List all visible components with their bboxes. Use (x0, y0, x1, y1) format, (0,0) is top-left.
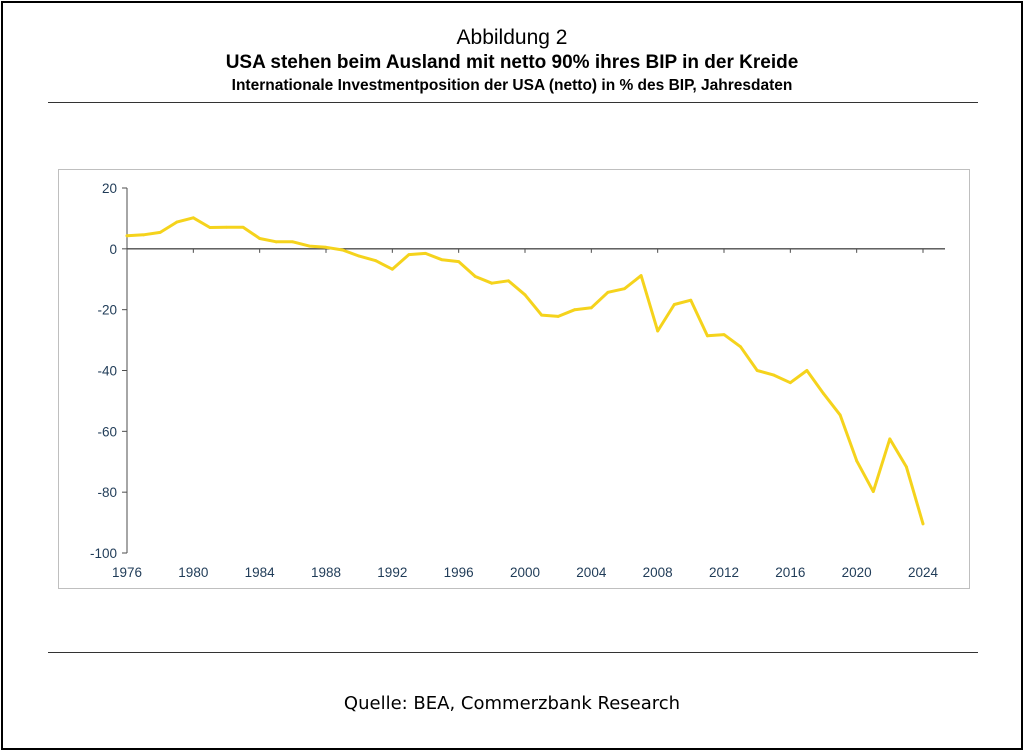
data-point (921, 522, 925, 526)
data-point (390, 267, 394, 271)
x-tick-label: 1976 (112, 565, 142, 580)
x-tick-label: 2000 (510, 565, 540, 580)
data-point (888, 437, 892, 441)
figure-heading: Abbildung 2 USA stehen beim Ausland mit … (3, 25, 1021, 96)
data-point (722, 333, 726, 337)
data-point (589, 306, 593, 310)
data-point (142, 233, 145, 237)
data-point (191, 216, 195, 220)
data-point (241, 225, 245, 229)
x-tick-label: 2008 (643, 565, 673, 580)
data-point (158, 231, 162, 234)
data-point (606, 290, 610, 294)
bottom-divider (48, 652, 978, 653)
data-point (424, 251, 427, 255)
x-axis: 1976 1980 1984 1988 1992 1996 2000 2004 2008 2012… (112, 248, 945, 580)
line-chart: 20 0 -20 -40 -60 -80 -100 1976 1980 1984 1988 1992… (90, 181, 945, 580)
x-tick-label: 1980 (178, 565, 208, 580)
data-point (755, 369, 759, 372)
data-point (324, 245, 328, 249)
data-point (905, 465, 908, 469)
data-point (772, 373, 776, 377)
data-point (341, 248, 344, 252)
x-tick-label: 1992 (377, 565, 407, 580)
data-point (706, 334, 709, 338)
chart-subtitle: Internationale Investmentposition der US… (231, 77, 793, 94)
y-tick-label: -80 (97, 485, 117, 500)
y-tick-label: -60 (97, 424, 117, 439)
x-tick-label: 2024 (908, 565, 939, 580)
data-point (871, 490, 875, 493)
data-point (208, 226, 212, 229)
series-line-0 (125, 216, 925, 526)
data-point (291, 240, 295, 244)
x-tick-label: 2020 (842, 565, 872, 580)
data-point (838, 413, 842, 417)
data-point (556, 314, 560, 318)
data-point (639, 274, 643, 277)
x-tick-label: 1984 (245, 565, 276, 580)
x-tick-label: 2012 (709, 565, 739, 580)
y-tick-label: -100 (90, 546, 117, 561)
data-point (473, 275, 477, 278)
data-point (623, 287, 626, 291)
data-point (374, 259, 378, 263)
figure-label: Abbildung 2 (456, 26, 568, 49)
data-point (507, 279, 510, 283)
y-tick-label: 20 (102, 181, 117, 196)
data-point (788, 381, 792, 385)
data-point (855, 459, 859, 463)
data-point (357, 254, 361, 258)
data-point (672, 303, 676, 306)
plot-area: 20 0 -20 -40 -60 -80 -100 1976 1980 1984 1988 1992… (58, 169, 970, 589)
x-tick-label: 1988 (311, 565, 341, 580)
x-tick-label: 1996 (444, 565, 474, 580)
data-point (822, 392, 825, 396)
chart-title: USA stehen beim Ausland mit netto 90% ih… (225, 52, 799, 73)
data-point (274, 240, 278, 244)
data-point (523, 293, 527, 297)
data-point (175, 220, 179, 224)
data-point (225, 225, 228, 229)
data-point (440, 258, 444, 262)
data-point (125, 234, 129, 238)
data-point (689, 298, 693, 302)
data-point (490, 281, 494, 285)
y-tick-label: -20 (97, 303, 117, 318)
x-tick-label: 2016 (775, 565, 805, 580)
y-tick-label: 0 (109, 242, 117, 257)
data-point (573, 308, 577, 312)
source-note: Quelle: BEA, Commerzbank Research (343, 693, 681, 714)
top-divider (48, 102, 978, 103)
data-point (258, 237, 262, 240)
series-group (125, 216, 925, 526)
data-point (457, 260, 461, 264)
x-tick-label: 2004 (576, 565, 607, 580)
data-point (805, 369, 809, 372)
data-point (407, 253, 411, 257)
data-point (656, 329, 660, 333)
y-tick-label: -40 (97, 364, 117, 379)
data-point (739, 345, 742, 349)
data-point (540, 313, 543, 317)
data-point (308, 244, 311, 248)
y-axis: 20 0 -20 -40 -60 -80 -100 (90, 181, 128, 561)
